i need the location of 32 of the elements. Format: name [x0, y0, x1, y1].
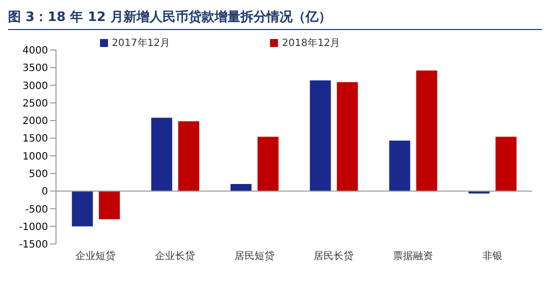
y-tick-label: 1500	[22, 134, 48, 145]
bar	[389, 140, 410, 192]
x-tick-label: 票据融资	[393, 250, 433, 262]
bar	[178, 121, 200, 192]
legend-label: 2018年12月	[282, 38, 340, 49]
x-tick-label: 居民长贷	[314, 250, 354, 262]
y-tick-label: 500	[28, 169, 48, 180]
bar	[258, 136, 279, 192]
x-tick-label: 居民短贷	[234, 250, 274, 262]
bar	[72, 191, 93, 226]
y-tick-label: 2000	[22, 116, 48, 128]
bar	[310, 80, 331, 192]
y-tick-label: 2500	[22, 98, 48, 110]
y-tick-label: -500	[25, 204, 48, 216]
y-tick-label: 4000	[22, 46, 48, 57]
bar	[230, 184, 252, 192]
bar	[336, 82, 358, 192]
bar	[151, 118, 172, 192]
y-tick-label: -1000	[18, 222, 48, 233]
bar	[496, 136, 517, 192]
y-tick-label: 3000	[22, 80, 48, 92]
y-tick-label: 1000	[22, 151, 48, 162]
chart-title: 图 3：18 年 12 月新增人民币贷款增量拆分情况（亿）	[8, 8, 542, 30]
x-tick-label: 企业短贷	[76, 250, 116, 262]
x-tick-label: 企业长贷	[155, 250, 195, 262]
bar	[416, 70, 438, 192]
y-tick-label: 0	[42, 186, 48, 198]
legend-label: 2017年12月	[112, 38, 170, 49]
bar	[98, 191, 120, 220]
x-tick-label: 非银	[482, 250, 502, 262]
y-tick-label: -1500	[18, 240, 48, 251]
y-tick-label: 3500	[22, 63, 48, 74]
